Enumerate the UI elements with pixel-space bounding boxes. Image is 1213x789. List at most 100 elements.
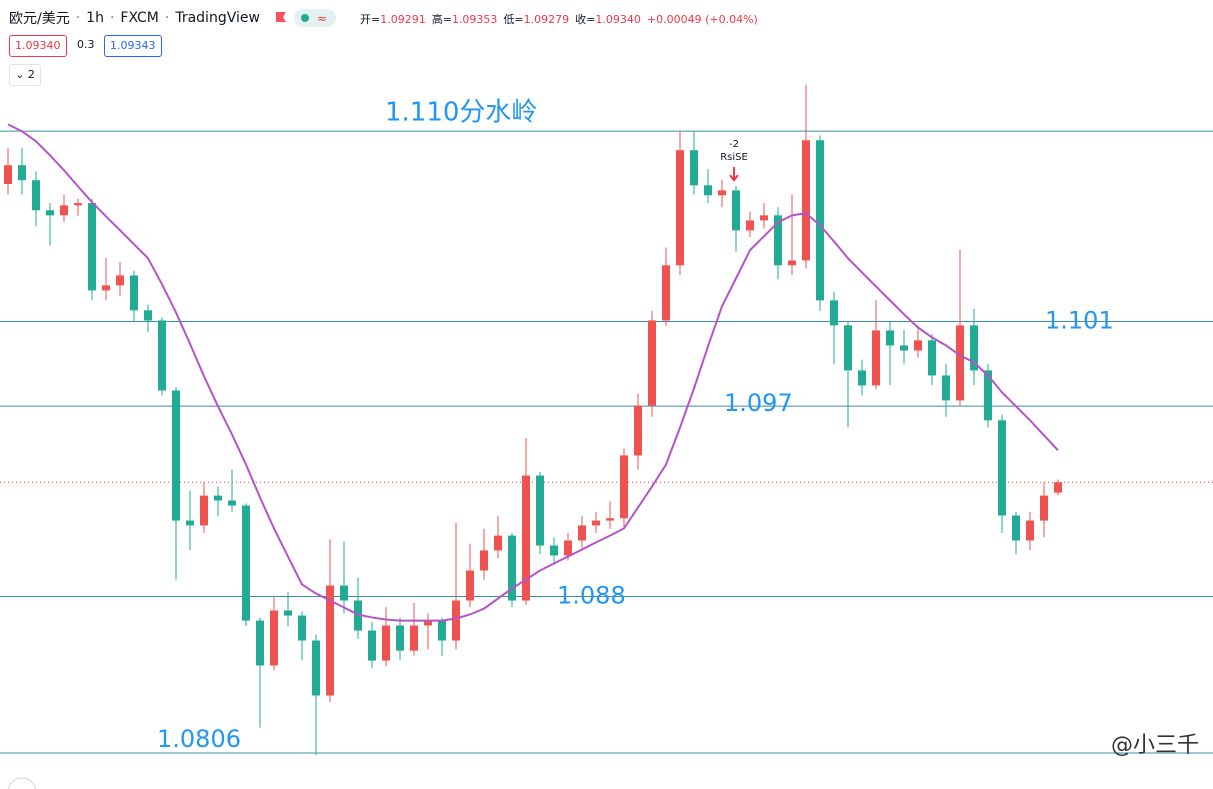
candle-body [116,275,124,286]
candle-body [522,475,530,601]
candle-body [312,640,320,696]
ohlc-value: 1.09291 [380,13,426,26]
candle-body [872,330,880,386]
level-label: 1.097 [724,389,793,417]
flag-icon[interactable] [274,11,288,25]
level-label: 1.110分水岭 [385,98,537,128]
candle-body [256,620,264,666]
candle-body [368,630,376,661]
candle-body [172,390,180,521]
candle-body [858,370,866,386]
candle-body [88,203,96,291]
candle-body [634,405,642,456]
symbol-header: 欧元/美元 · 1h · FXCM · TradingView ≈ [9,8,336,28]
candle-body [578,525,586,541]
candle-body [354,600,362,631]
candle-body [550,545,558,556]
candle-body [130,275,138,311]
signal-value: -2 [729,139,739,150]
candle-body [620,455,628,519]
spread: 0.3 [77,38,95,51]
candle-body [298,615,306,641]
candle-body [900,345,908,351]
ohlc-label: 高= [431,13,452,26]
candle-body [928,340,936,376]
candle-body [242,505,250,621]
candle-body [494,535,502,551]
candle-body [942,375,950,401]
candle-body [284,610,292,616]
candle-body [410,625,418,651]
watermark-text: @小三千 [1110,733,1199,758]
candle-body [60,205,68,216]
indicator-toggle[interactable]: ⌄ 2 [9,64,41,86]
ohlc-value: 1.09353 [451,13,498,26]
candle-body [816,140,824,301]
status-pill[interactable]: ≈ [293,9,336,27]
candle-body [676,150,684,266]
level-label: 1.088 [557,582,626,610]
candle-body [508,535,516,601]
candle-body [788,260,796,266]
candle-body [214,495,222,501]
corner-icon [7,777,37,789]
candle-body [1054,482,1062,493]
candle-body [382,625,390,661]
candle-body [886,330,894,346]
candle-body [802,140,810,261]
candle-body [606,518,614,521]
ohlc-value: 1.09340 [595,13,641,26]
candle-body [270,610,278,666]
candle-body [536,475,544,546]
candle-body [158,320,166,391]
candle-body [186,520,194,526]
candle-body [1040,495,1048,521]
candle-body [46,210,54,216]
candle-body [592,520,600,526]
candle-body [1012,515,1020,541]
candle-body [648,320,656,406]
candle-body [438,620,446,641]
candle-body [480,550,488,571]
moving-average [7,123,1059,622]
svg-text:≈: ≈ [317,12,327,26]
candle-body [102,285,110,291]
candle-body [74,203,82,206]
candle-body [774,215,782,266]
candle-body [4,165,12,185]
candle-body [760,215,768,221]
indicator-count: 2 [27,68,35,81]
bid-box[interactable]: 1.09340 [9,35,67,57]
candle-body [998,420,1006,516]
candle-body [1026,520,1034,541]
candle-body [914,340,922,351]
signal-label: RsiSE [720,152,748,163]
candle-body [32,180,40,211]
level-label: 1.0806 [157,725,241,753]
candle-body [200,495,208,526]
candle-body [340,585,348,601]
candle-body [956,325,964,401]
ohlc-label: 收= [575,13,596,26]
level-label: 1.101 [1045,307,1114,335]
ohlc-label: 低= [503,13,524,26]
change: +0.00049 (+0.04%) [646,13,758,26]
candle-body [466,570,474,601]
candle-body [732,190,740,231]
ask-box[interactable]: 1.09343 [104,35,162,57]
candle-body [746,220,754,231]
exchange: FXCM [120,10,159,26]
candle-body [970,325,978,371]
source: TradingView [175,10,260,26]
candle-body [690,150,698,186]
candle-body [144,310,152,321]
ohlc-legend: 开=1.09291 高=1.09353 低=1.09279 收=1.09340 +0.0… [360,11,764,27]
interval[interactable]: 1h [86,10,104,26]
candle-body [18,165,26,181]
symbol[interactable]: 欧元/美元 [9,11,70,27]
ohlc-label: 开= [360,13,381,26]
candle-body [704,185,712,196]
signal-arrow [729,167,739,182]
